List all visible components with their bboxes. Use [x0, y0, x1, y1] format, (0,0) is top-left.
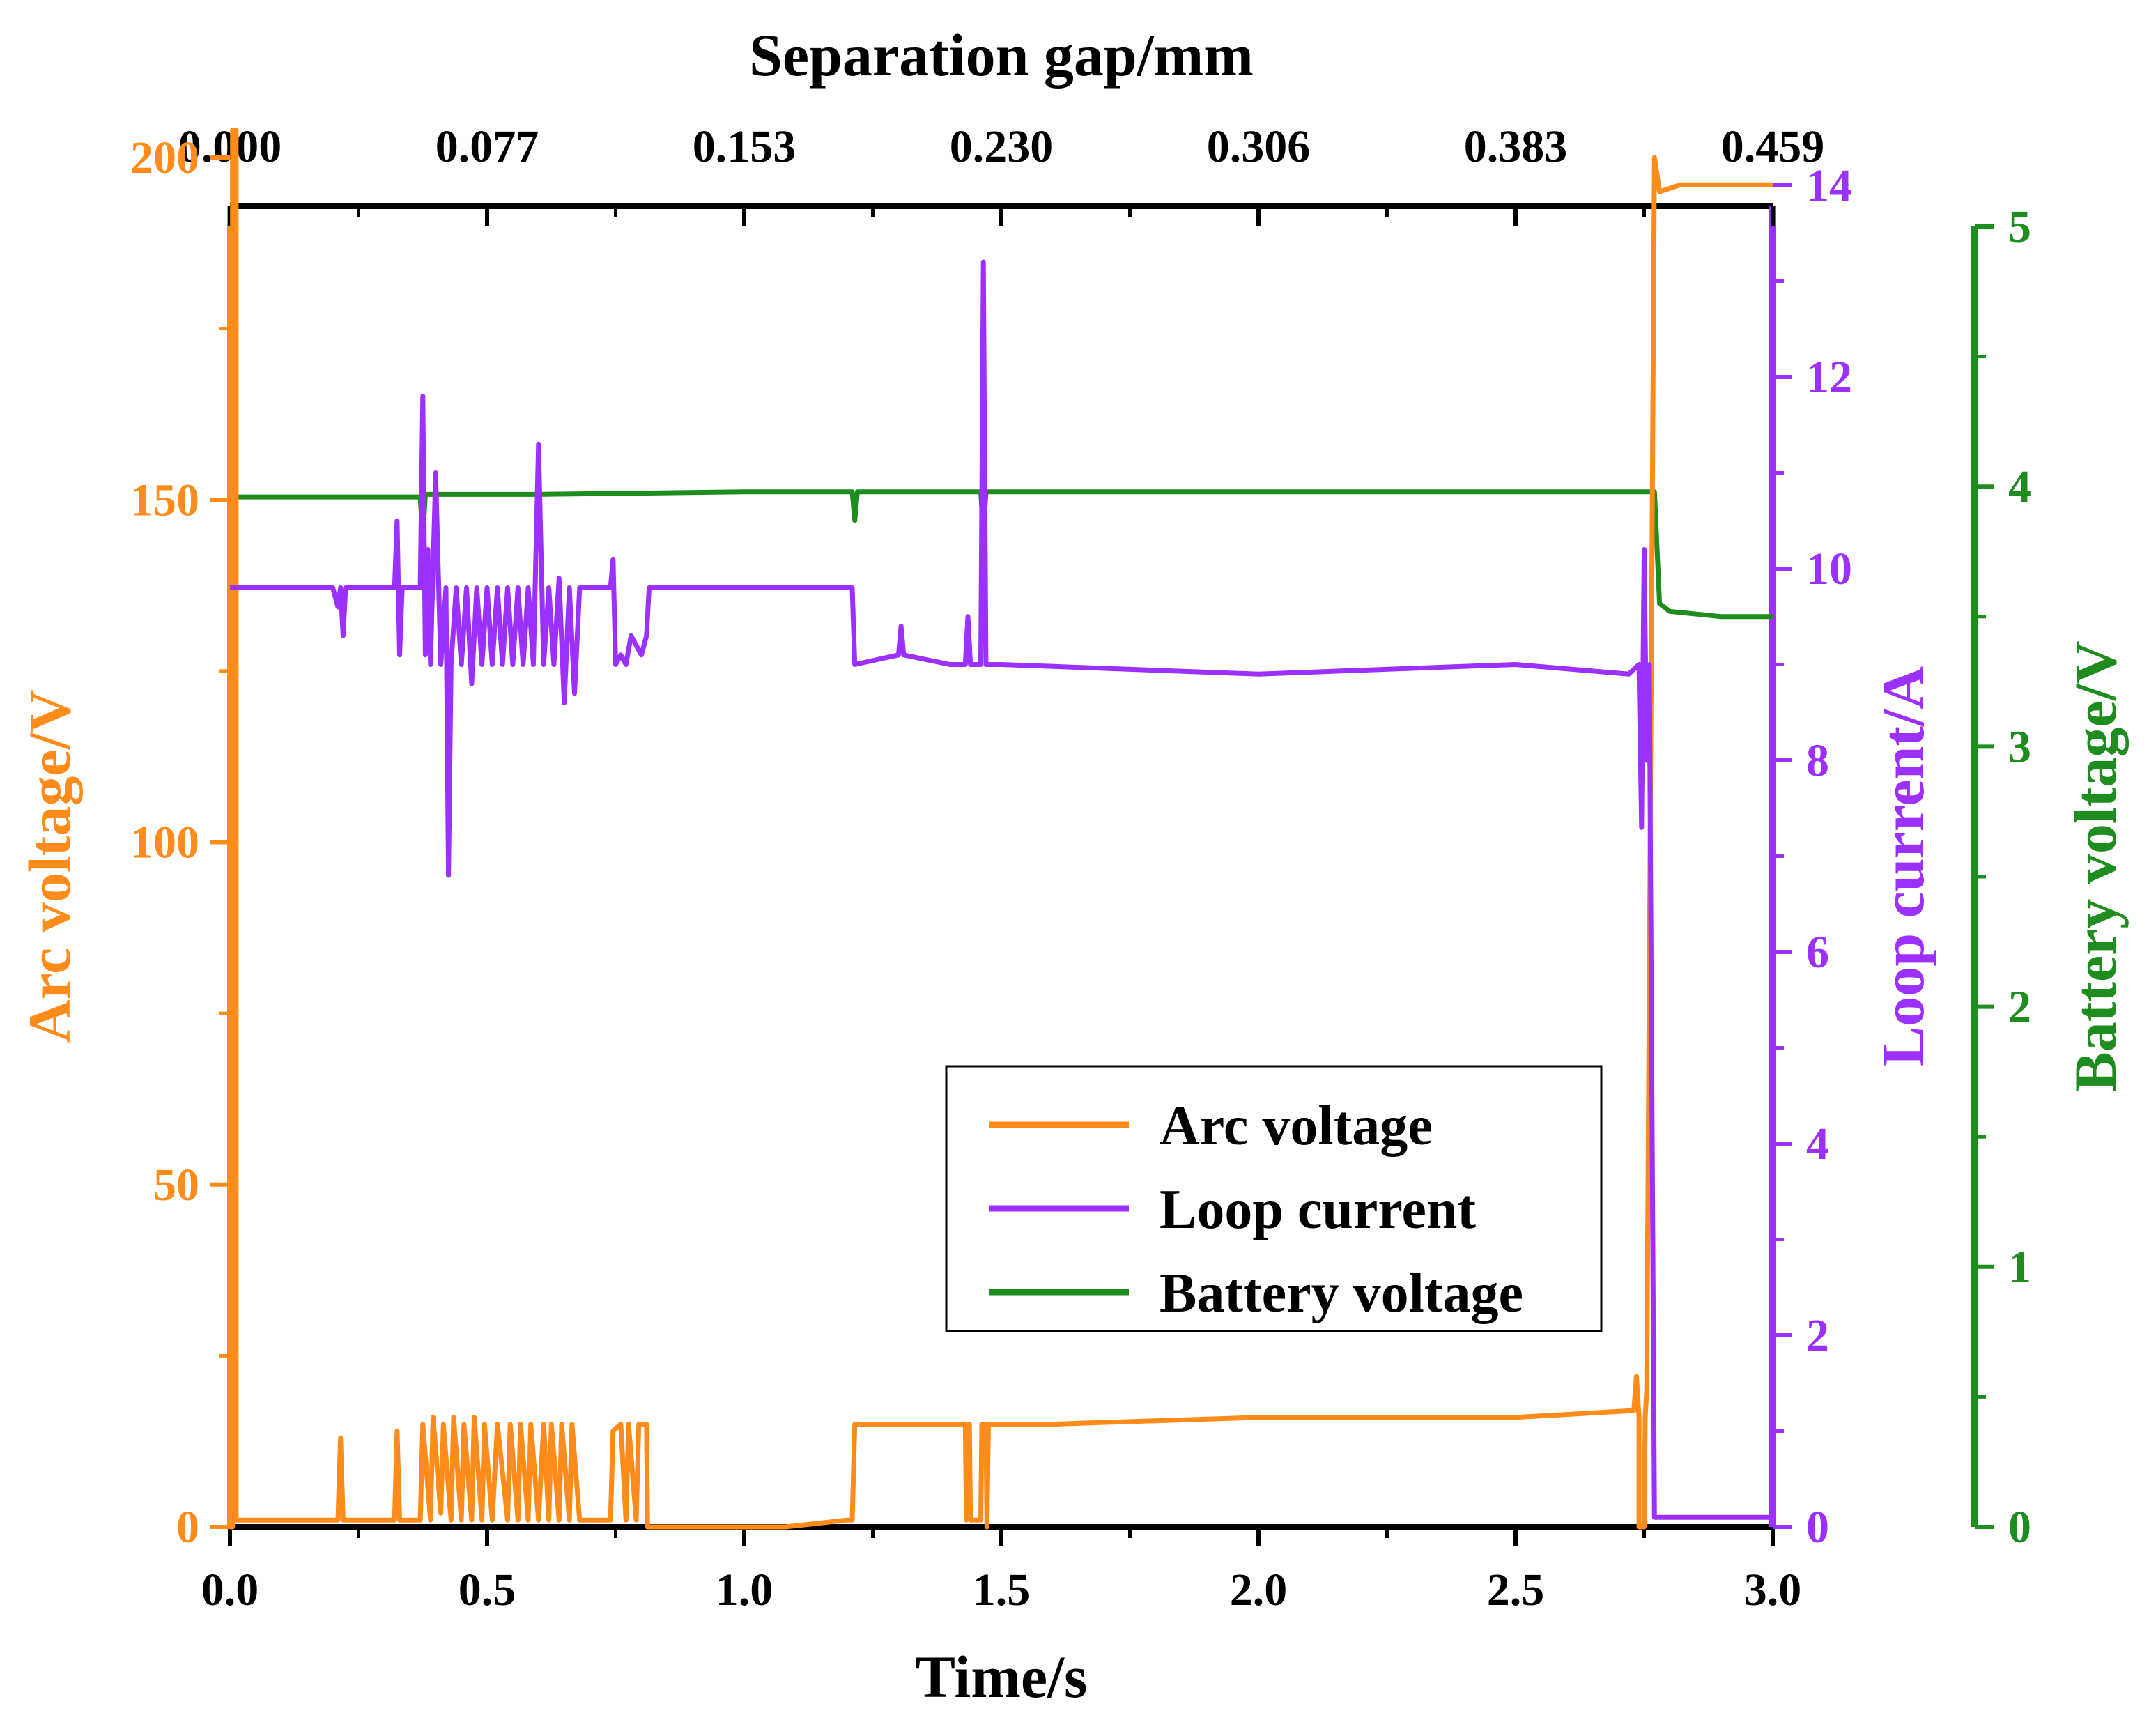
top-x-axis-title: Separation gap/mm [749, 22, 1254, 89]
battery-tick-label: 4 [2008, 461, 2031, 512]
top-tick-label: 0.383 [1464, 121, 1568, 172]
top-tick-label: 0.306 [1207, 121, 1311, 172]
legend-label-loop-current: Loop current [1160, 1179, 1476, 1240]
current-tick-label: 0 [1806, 1502, 1829, 1553]
left-y-ticks: 0 50 100 150 200 [130, 132, 230, 1553]
x-tick-label: 1.0 [716, 1565, 773, 1615]
current-tick-label: 12 [1806, 352, 1852, 403]
right-y-battery-ticks: 0 1 2 3 4 5 [1975, 201, 2031, 1553]
legend-label-arc-voltage: Arc voltage [1160, 1096, 1433, 1157]
left-y-axis-title: Arc voltage/V [16, 689, 83, 1043]
x-tick-label: 0.0 [201, 1565, 259, 1615]
left-tick-label: 150 [130, 475, 199, 525]
current-tick-label: 14 [1806, 160, 1852, 211]
top-tick-label: 0.153 [693, 121, 796, 172]
x-tick-label: 3.0 [1744, 1565, 1802, 1615]
left-tick-label: 50 [153, 1160, 199, 1211]
legend-box [945, 1065, 1603, 1332]
top-tick-label: 0.459 [1721, 121, 1825, 172]
series-line-loop-current [230, 259, 1773, 1520]
top-tick-label: 0.000 [178, 121, 282, 172]
legend: Arc voltage Loop current Battery voltage [945, 1065, 1603, 1332]
x-tick-label: 2.5 [1487, 1565, 1545, 1615]
series-line-battery-voltage [230, 489, 1773, 620]
right-y-current-ticks: 0 2 4 6 8 10 12 14 [1773, 160, 1852, 1553]
series-line-arc-voltage [230, 128, 1773, 1530]
series-layer [230, 128, 1773, 1530]
current-tick-label: 6 [1806, 927, 1829, 978]
top-tick-label: 0.230 [950, 121, 1054, 172]
left-tick-label: 200 [130, 132, 199, 183]
top-tick-label: 0.077 [436, 121, 539, 172]
legend-label-battery-voltage: Battery voltage [1160, 1263, 1523, 1324]
x-tick-label: 0.5 [459, 1565, 516, 1615]
battery-tick-label: 3 [2008, 721, 2031, 772]
top-x-ticks: 0.000 0.077 0.153 0.230 0.306 0.383 0.459 [178, 121, 1825, 226]
x-axis-title: Time/s [916, 1643, 1088, 1710]
current-tick-label: 2 [1806, 1310, 1829, 1361]
current-tick-label: 8 [1806, 735, 1829, 786]
current-tick-label: 4 [1806, 1119, 1829, 1169]
battery-tick-label: 0 [2008, 1502, 2031, 1553]
left-tick-label: 100 [130, 817, 199, 868]
battery-tick-label: 2 [2008, 982, 2031, 1033]
battery-tick-label: 1 [2008, 1242, 2031, 1293]
current-tick-label: 10 [1806, 544, 1852, 594]
x-tick-label: 2.0 [1230, 1565, 1288, 1615]
right-y-battery-axis-title: Battery voltage/V [2062, 640, 2129, 1091]
bottom-x-ticks: 0.0 0.5 1.0 1.5 2.0 2.5 3.0 [201, 1527, 1802, 1615]
left-tick-label: 0 [176, 1502, 199, 1553]
x-tick-label: 1.5 [973, 1565, 1031, 1615]
battery-tick-label: 5 [2008, 201, 2031, 252]
right-y-current-axis-title: Loop current/A [1870, 666, 1936, 1066]
